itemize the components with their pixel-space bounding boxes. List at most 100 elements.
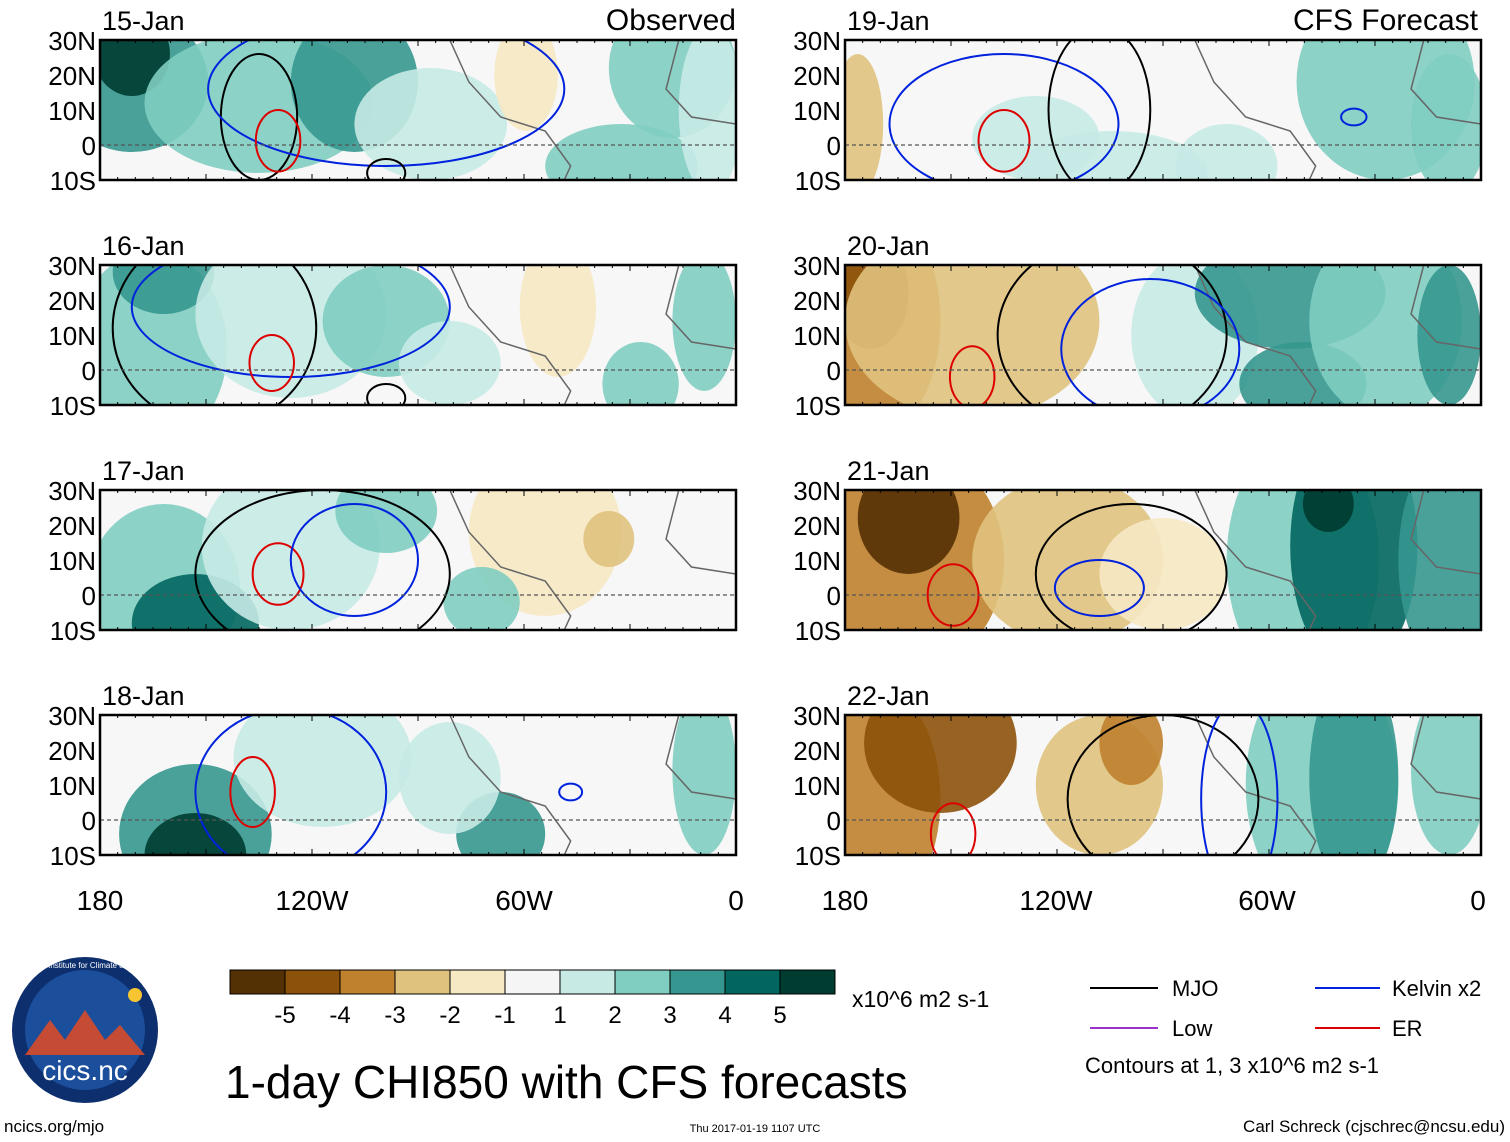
lon-label: 180 bbox=[822, 885, 869, 916]
lon-axis-left: 180 120W 60W 0 bbox=[77, 885, 744, 916]
chi-anomaly-field bbox=[398, 321, 501, 405]
lat-label: 30N bbox=[793, 26, 841, 56]
logo-text: cics.nc bbox=[42, 1055, 128, 1086]
chi-anomaly-field bbox=[519, 265, 597, 377]
footer-link[interactable]: ncics.org/mjo bbox=[4, 1117, 104, 1136]
chi-anomaly-field bbox=[1398, 490, 1481, 630]
contour-line bbox=[1047, 40, 1152, 180]
colorbar-label: -2 bbox=[439, 1002, 460, 1029]
chi-anomaly-field bbox=[1099, 715, 1163, 785]
chi-anomaly-field bbox=[1309, 715, 1399, 855]
contour-line bbox=[977, 109, 1031, 173]
colorbar-label: 2 bbox=[608, 1002, 621, 1029]
lon-label: 120W bbox=[275, 885, 349, 916]
lat-label: 20N bbox=[48, 736, 96, 766]
coastline bbox=[665, 40, 736, 125]
lat-label: 10N bbox=[48, 771, 96, 801]
contour-line bbox=[1340, 107, 1368, 127]
colorbar-swatch bbox=[229, 969, 286, 995]
colorbar-swatch bbox=[284, 969, 341, 995]
observed-header: Observed bbox=[606, 4, 736, 37]
chi-anomaly-field bbox=[678, 40, 736, 180]
contour-line bbox=[248, 334, 295, 392]
timestamp: Thu 2017-01-19 1107 UTC bbox=[690, 1123, 821, 1135]
lat-label: 10N bbox=[793, 96, 841, 126]
colorbar-label: 4 bbox=[718, 1002, 731, 1029]
contour-line bbox=[366, 158, 407, 180]
chi-anomaly-field bbox=[1411, 715, 1481, 855]
chi-anomaly-field bbox=[1302, 490, 1354, 532]
chi-anomaly-field bbox=[443, 567, 520, 630]
main-title: 1-day CHI850 with CFS forecasts bbox=[225, 1056, 908, 1108]
chi-anomaly-field bbox=[398, 722, 501, 834]
lat-label: 20N bbox=[793, 736, 841, 766]
lat-label: 0 bbox=[82, 806, 96, 836]
colorbar-swatch bbox=[559, 969, 616, 995]
chi-anomaly-field bbox=[672, 265, 736, 391]
colorbar: -5 -4 -3 -2 -1 1 2 3 4 5 bbox=[229, 969, 836, 1029]
chi-anomaly-field bbox=[494, 40, 558, 131]
chi-anomaly-field bbox=[583, 511, 635, 567]
colorbar-swatch bbox=[614, 969, 671, 995]
contour-line bbox=[251, 542, 305, 606]
contour-line bbox=[366, 383, 407, 405]
chi-anomaly-field bbox=[545, 124, 698, 180]
panel-date: 15-Jan bbox=[102, 6, 185, 36]
lat-label: 20N bbox=[48, 511, 96, 541]
panel-date: 21-Jan bbox=[847, 456, 930, 486]
chi-anomaly-field bbox=[1417, 265, 1481, 405]
lat-label: 10S bbox=[50, 616, 96, 646]
contour-line bbox=[1060, 278, 1241, 405]
chi-anomaly-field bbox=[1290, 490, 1418, 630]
contour-line bbox=[1053, 559, 1145, 617]
coastline bbox=[665, 715, 736, 800]
chi-anomaly-field bbox=[1099, 518, 1227, 630]
lat-label: 0 bbox=[82, 581, 96, 611]
chi-anomaly-field bbox=[845, 54, 884, 180]
coastline bbox=[1410, 490, 1481, 575]
lat-label: 10S bbox=[50, 391, 96, 421]
panel-date: 16-Jan bbox=[102, 231, 185, 261]
chi-anomaly-field bbox=[857, 490, 960, 574]
contour-line bbox=[929, 802, 977, 855]
colorbar-swatch bbox=[779, 969, 836, 995]
coastline bbox=[1410, 40, 1481, 125]
coastline bbox=[1194, 40, 1317, 180]
coastline bbox=[449, 715, 572, 855]
contour-line bbox=[1066, 715, 1260, 855]
lat-label: 10N bbox=[793, 546, 841, 576]
contour-line bbox=[1200, 715, 1279, 855]
lat-label: 10S bbox=[795, 391, 841, 421]
lat-label: 30N bbox=[48, 26, 96, 56]
chi-anomaly-field bbox=[602, 342, 679, 405]
chi-anomaly-field bbox=[354, 68, 508, 180]
panel-date: 18-Jan bbox=[102, 681, 185, 711]
colorbar-swatch bbox=[339, 969, 396, 995]
legend-kelvin-label: Kelvin x2 bbox=[1392, 976, 1481, 1001]
lat-label: 20N bbox=[48, 61, 96, 91]
legend-note: Contours at 1, 3 x10^6 m2 s-1 bbox=[1085, 1053, 1379, 1078]
contour-line bbox=[289, 503, 419, 617]
forecast-header: CFS Forecast bbox=[1293, 4, 1479, 37]
panel-date: 20-Jan bbox=[847, 231, 930, 261]
coastline bbox=[1410, 715, 1481, 800]
legend-mjo-label: MJO bbox=[1172, 976, 1218, 1001]
lon-label: 0 bbox=[1470, 885, 1486, 916]
lat-label: 20N bbox=[793, 61, 841, 91]
contour-line bbox=[254, 109, 302, 173]
lat-label: 10N bbox=[48, 321, 96, 351]
lon-label: 60W bbox=[1238, 885, 1296, 916]
colorbar-swatch bbox=[449, 969, 506, 995]
chi-anomaly-field bbox=[672, 715, 736, 855]
lon-label: 60W bbox=[495, 885, 553, 916]
colorbar-units: x10^6 m2 s-1 bbox=[852, 986, 989, 1012]
colorbar-label: -3 bbox=[384, 1002, 405, 1029]
lat-label: 20N bbox=[48, 286, 96, 316]
contour-line bbox=[888, 53, 1120, 180]
lat-label: 30N bbox=[48, 251, 96, 281]
chi-anomaly-field bbox=[1016, 131, 1208, 180]
